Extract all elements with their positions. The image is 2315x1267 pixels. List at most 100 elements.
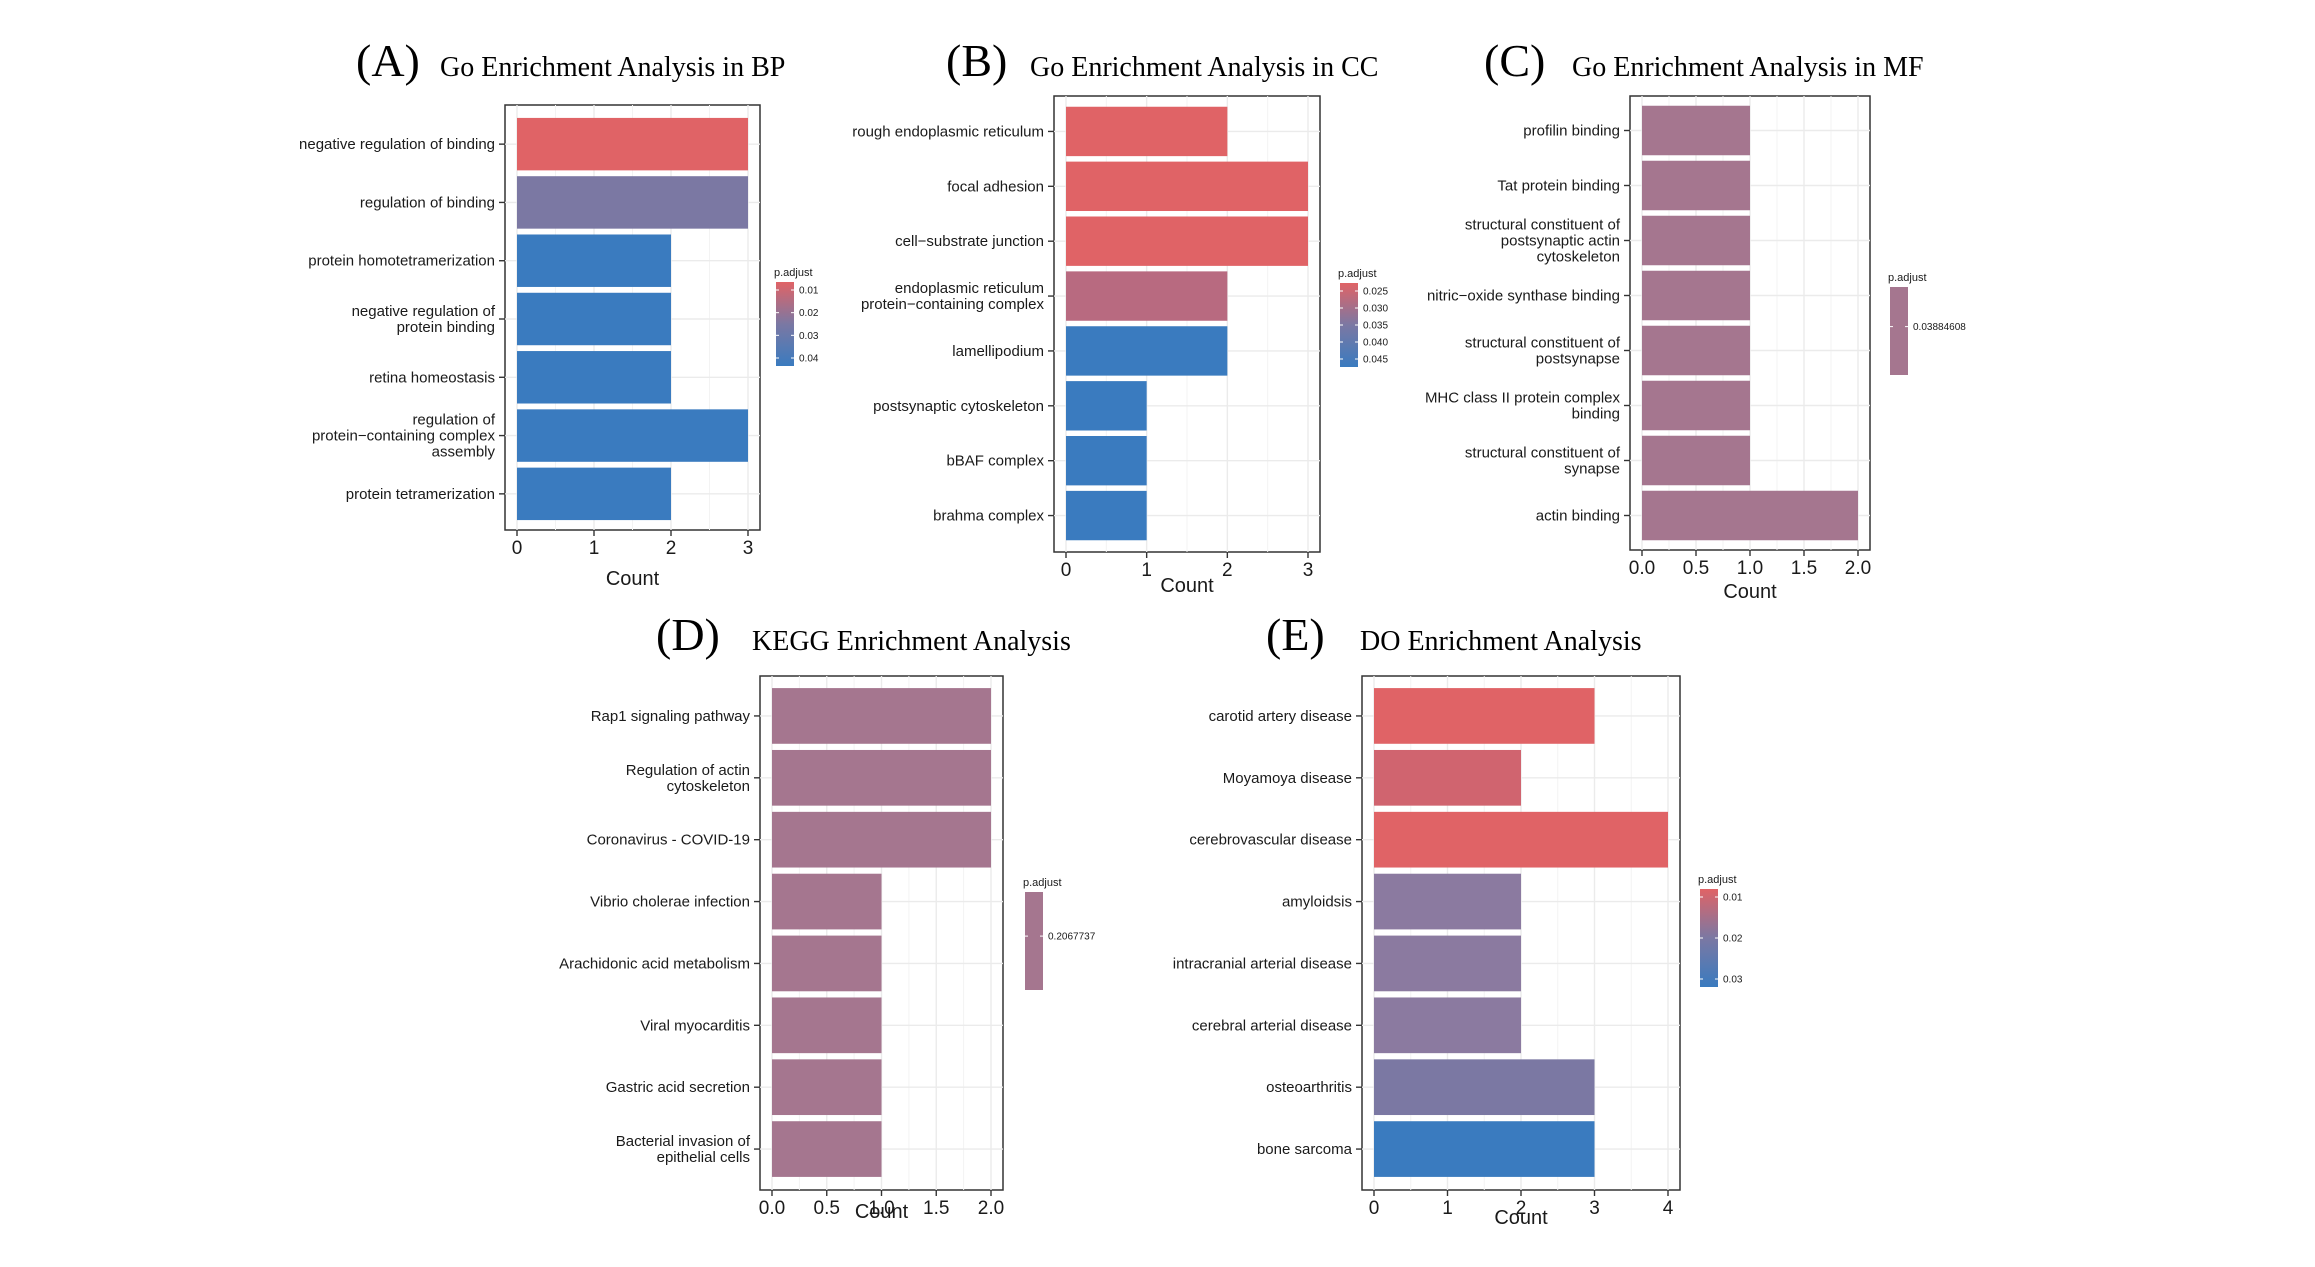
panel-b-legend-label: 0.045 (1363, 355, 1388, 366)
panel-d-category-label: cytoskeleton (667, 778, 750, 795)
panel-c-x-tick-label: 1.5 (1791, 558, 1817, 579)
panel-c-bar (1642, 270, 1750, 321)
panel-e-bar (1374, 935, 1521, 992)
panel-d-category-label: Bacterial invasion of (616, 1133, 751, 1150)
panel-a-category-label: protein tetramerization (346, 486, 495, 503)
panel-e-legend-title: p.adjust (1698, 874, 1737, 886)
panel-d-legend-title: p.adjust (1023, 877, 1062, 889)
panel-b-legend-colorbar (1340, 283, 1358, 367)
panel-b-chart: rough endoplasmic reticulum focal adhesio… (852, 95, 1388, 597)
panel-a-bar (517, 351, 671, 404)
panel-a-chart: negative regulation of binding regulation… (299, 104, 819, 590)
panel-b-title: Go Enrichment Analysis in CC (1030, 52, 1378, 83)
panel-a-bar (517, 409, 748, 462)
panel-e-title: DO Enrichment Analysis (1360, 626, 1642, 657)
panel-b-bar (1066, 435, 1147, 486)
panel-a-category-label: protein binding (397, 319, 495, 336)
panel-d-x-axis-label: Count (855, 1201, 909, 1223)
panel-c-category-label: Tat protein binding (1497, 178, 1620, 195)
panel-a-bar (517, 467, 671, 521)
panel-d-bar (772, 1059, 882, 1116)
panel-d-x-tick-label: 1.0 (868, 1198, 894, 1219)
panel-c-bar (1642, 380, 1750, 431)
panel-d-bar (772, 811, 991, 868)
panel-b-x-tick-label: 1 (1141, 560, 1152, 581)
panel-a-legend-label: 0.02 (799, 308, 819, 319)
panel-c-legend-colorbar (1890, 287, 1908, 375)
panel-e-bar (1374, 688, 1595, 744)
panel-c-category-label: binding (1572, 406, 1620, 423)
panel-a-bar (517, 292, 671, 346)
panel-c-bar (1642, 325, 1750, 376)
panel-a-category-label: protein−containing complex (312, 428, 496, 445)
panel-e-x-tick-label: 2 (1516, 1198, 1527, 1219)
panel-a-bar (517, 234, 671, 287)
panel-b-x-tick-label: 0 (1061, 560, 1072, 581)
panel-a-x-tick-label: 2 (666, 538, 677, 559)
panel-a-bar (517, 176, 748, 229)
panel-e-bar (1374, 811, 1668, 868)
panel-d-x-tick-label: 2.0 (978, 1198, 1004, 1219)
panel-e-chart: carotid artery disease Moyamoya disease ce… (1173, 675, 1743, 1229)
panel-a-bar (517, 117, 748, 171)
panel-c-letter: (C) (1484, 35, 1545, 86)
panel-c-bar (1642, 105, 1750, 156)
panel-b-bar (1066, 326, 1228, 376)
panel-c-x-tick-label: 0.0 (1629, 558, 1655, 579)
panel-b-category-label: protein−containing complex (861, 296, 1045, 313)
panel-c-x-tick-label: 0.5 (1683, 558, 1709, 579)
panel-d-category-label: Coronavirus - COVID-19 (587, 832, 750, 849)
panel-d-x-tick-label: 0.5 (814, 1198, 840, 1219)
panel-a-x-tick-label: 3 (743, 538, 754, 559)
panel-b-legend-label: 0.035 (1363, 321, 1388, 332)
panel-a-x-tick-label: 0 (512, 538, 523, 559)
panel-a-x-axis-label: Count (606, 568, 660, 590)
panel-b-category-label: lamellipodium (952, 343, 1044, 360)
panel-d-letter: (D) (656, 609, 720, 660)
panel-e-bar (1374, 997, 1521, 1054)
panel-b-x-tick-label: 3 (1303, 560, 1314, 581)
panel-e-category-label: cerebral arterial disease (1192, 1017, 1352, 1034)
panel-c-x-tick-label: 1.0 (1737, 558, 1763, 579)
panel-e-bar (1374, 1121, 1595, 1177)
panel-e-x-tick-label: 4 (1663, 1198, 1674, 1219)
panel-e-legend-colorbar (1700, 889, 1718, 987)
panel-b-category-label: brahma complex (933, 508, 1044, 525)
panel-a-legend-colorbar (776, 282, 794, 366)
panel-c-category-label: nitric−oxide synthase binding (1427, 288, 1620, 305)
panel-d-bar (772, 997, 882, 1054)
panel-e-category-label: intracranial arterial disease (1173, 955, 1352, 972)
panel-b-legend-label: 0.030 (1363, 304, 1388, 315)
panel-c-bar (1642, 490, 1858, 541)
panel-c-x-axis-label: Count (1723, 581, 1777, 603)
panel-b-bar (1066, 106, 1228, 157)
panel-b-category-label: rough endoplasmic reticulum (852, 123, 1044, 140)
panel-a-category-label: regulation of binding (360, 194, 495, 211)
panel-d-category-label: Viral myocarditis (640, 1017, 750, 1034)
panel-b-bar (1066, 271, 1228, 321)
panel-c-legend-label: 0.03884608 (1913, 322, 1966, 333)
panel-e-category-label: Moyamoya disease (1223, 770, 1352, 787)
panel-c-category-label: synapse (1564, 461, 1620, 478)
panel-e-bar (1374, 749, 1521, 806)
panel-b-legend-title: p.adjust (1338, 268, 1377, 280)
panel-e-x-tick-label: 1 (1442, 1198, 1453, 1219)
panel-d-bar (772, 688, 991, 744)
panel-c-chart: profilin binding Tat protein binding struc… (1425, 95, 1966, 603)
panel-a-category-label: regulation of (412, 412, 495, 429)
panel-a-legend-label: 0.04 (799, 354, 819, 365)
panel-a-category-label: protein homotetramerization (308, 253, 495, 270)
panel-a-x-tick-label: 1 (589, 538, 600, 559)
panel-d-category-label: Rap1 signaling pathway (591, 708, 751, 725)
panel-d-title: KEGG Enrichment Analysis (752, 626, 1071, 657)
panel-c-legend-title: p.adjust (1888, 272, 1927, 284)
panel-e-category-label: bone sarcoma (1257, 1141, 1353, 1158)
panel-a-category-label: negative regulation of (352, 303, 496, 320)
panel-a-legend-label: 0.01 (799, 286, 819, 297)
panel-c-category-label: postsynaptic actin (1501, 233, 1620, 250)
panel-d-category-label: Vibrio cholerae infection (590, 894, 750, 911)
panel-d-category-label: Regulation of actin (626, 762, 750, 779)
panel-b-x-axis-label: Count (1160, 575, 1214, 597)
panel-c-category-label: profilin binding (1523, 123, 1620, 140)
